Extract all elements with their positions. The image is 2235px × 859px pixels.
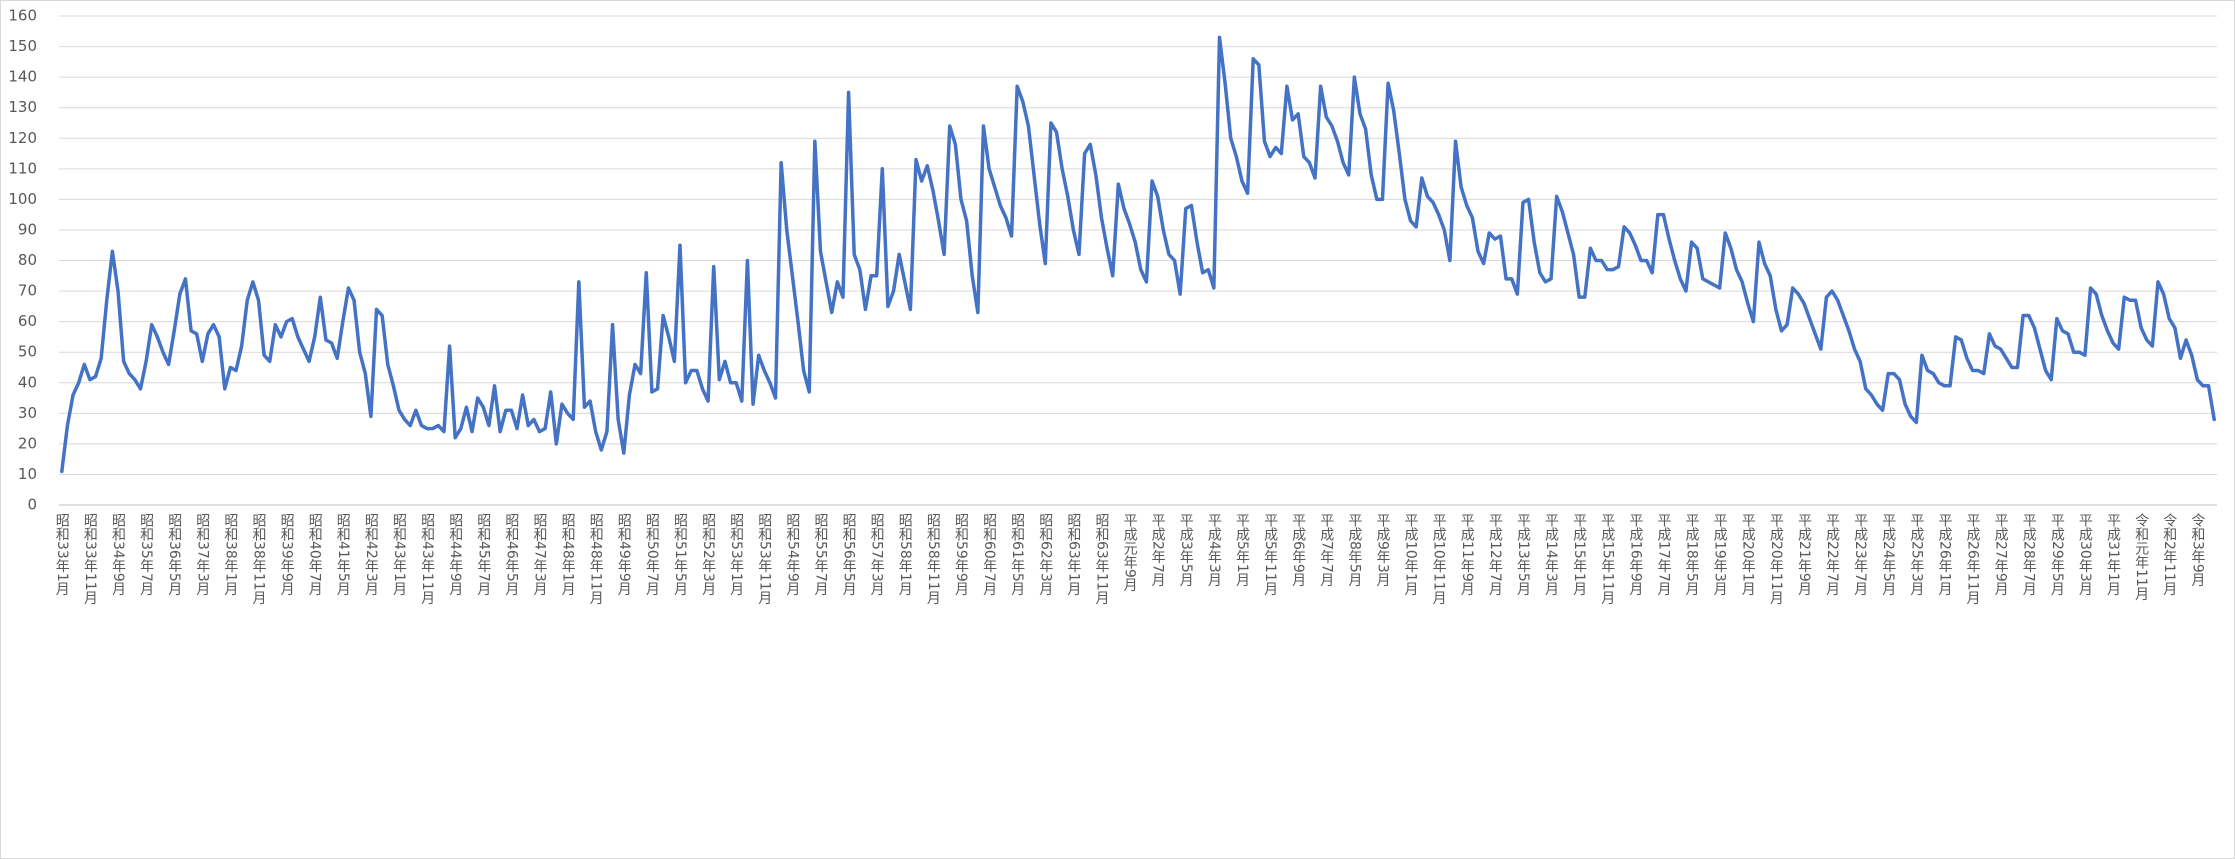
x-tick-label: 昭和54年9月 <box>784 513 800 597</box>
x-tick-label: 平成26年11月 <box>1965 513 1981 606</box>
data-line <box>60 35 2216 474</box>
x-tick-label: 昭和46年5月 <box>503 513 519 597</box>
x-tick-label: 昭和49年9月 <box>616 513 632 597</box>
x-tick-label: 昭和42年3月 <box>363 513 379 597</box>
y-tick-label: 120 <box>8 129 37 147</box>
x-tick-label: 平成20年1月 <box>1740 513 1756 597</box>
x-tick-label: 平成10年11月 <box>1431 513 1447 606</box>
y-tick-label: 60 <box>18 312 37 330</box>
x-tick-label: 昭和59年9月 <box>953 513 969 597</box>
x-tick-label: 平成13年5月 <box>1515 513 1531 597</box>
x-tick-label: 平成27年9月 <box>1993 513 2009 597</box>
x-tick-label: 昭和38年1月 <box>222 513 238 597</box>
y-tick-label: 30 <box>18 404 37 422</box>
x-tick-label: 昭和63年1月 <box>1065 513 1081 597</box>
x-tick-label: 昭和56年5月 <box>841 513 857 597</box>
x-tick-label: 昭和36年5月 <box>166 513 182 597</box>
y-tick-label: 50 <box>18 343 37 361</box>
y-tick-label: 70 <box>18 282 37 300</box>
y-tick-label: 80 <box>18 251 37 269</box>
x-tick-label: 昭和53年11月 <box>756 513 772 606</box>
y-tick-label: 40 <box>18 373 37 391</box>
y-tick-label: 100 <box>8 190 37 208</box>
y-tick-label: 20 <box>18 434 37 452</box>
x-tick-label: 平成11年9月 <box>1459 513 1475 597</box>
x-tick-label: 平成15年11月 <box>1599 513 1615 606</box>
x-tick-label: 昭和43年1月 <box>391 513 407 597</box>
x-tick-label: 平成7年7月 <box>1318 513 1334 588</box>
x-tick-label: 昭和55年7月 <box>812 513 828 597</box>
x-tick-label: 令和元年11月 <box>2133 513 2149 602</box>
x-tick-label: 平成20年11月 <box>1768 513 1784 606</box>
x-tick-label: 昭和41年5月 <box>335 513 351 597</box>
x-tick-label: 昭和53年1月 <box>728 513 744 597</box>
x-tick-label: 平成31年1月 <box>2105 513 2121 597</box>
x-tick-label: 昭和34年9月 <box>110 513 126 597</box>
x-tick-label: 平成8年5月 <box>1346 513 1362 588</box>
x-tick-label: 昭和48年1月 <box>560 513 576 597</box>
x-tick-label: 平成4年3月 <box>1206 513 1222 588</box>
y-tick-label: 130 <box>8 98 37 116</box>
y-tick-label: 90 <box>18 220 37 238</box>
x-tick-label: 昭和40年7月 <box>307 513 323 597</box>
x-tick-label: 平成22年7月 <box>1824 513 1840 597</box>
x-tick-label: 平成17年7月 <box>1655 513 1671 597</box>
x-tick-label: 平成25年3月 <box>1908 513 1924 597</box>
x-tick-label: 平成10年1月 <box>1403 513 1419 597</box>
x-tick-label: 平成15年1月 <box>1571 513 1587 597</box>
x-tick-label: 昭和37年3月 <box>194 513 210 597</box>
x-tick-label: 昭和38年11月 <box>251 513 267 606</box>
x-tick-label: 昭和33年1月 <box>54 513 70 597</box>
x-tick-label: 令和2年11月 <box>2161 513 2177 597</box>
x-tick-label: 平成元年9月 <box>1122 513 1138 593</box>
x-tick-label: 平成12年7月 <box>1487 513 1503 597</box>
x-tick-label: 昭和35年7月 <box>138 513 154 597</box>
x-tick-label: 平成3年5月 <box>1178 513 1194 588</box>
x-tick-label: 平成6年9月 <box>1290 513 1306 588</box>
x-tick-label: 平成26年1月 <box>1936 513 1952 597</box>
x-tick-label: 平成16年9月 <box>1627 513 1643 597</box>
x-tick-label: 平成14年3月 <box>1543 513 1559 597</box>
y-tick-label: 150 <box>8 37 37 55</box>
y-tick-label: 0 <box>27 496 37 514</box>
x-tick-label: 昭和45年7月 <box>475 513 491 597</box>
x-tick-label: 昭和51年5月 <box>672 513 688 597</box>
x-tick-label: 昭和61年5月 <box>1009 513 1025 597</box>
x-tick-label: 平成21年9月 <box>1796 513 1812 597</box>
x-tick-label: 昭和58年1月 <box>897 513 913 597</box>
x-tick-label: 昭和48年11月 <box>588 513 604 606</box>
x-tick-label: 昭和44年9月 <box>447 513 463 597</box>
y-tick-label: 160 <box>8 7 37 25</box>
y-tick-label: 140 <box>8 68 37 86</box>
x-tick-label: 昭和63年11月 <box>1093 513 1109 606</box>
x-tick-label: 昭和52年3月 <box>700 513 716 597</box>
x-tick-label: 平成28年7月 <box>2021 513 2037 597</box>
x-tick-label: 昭和62年3月 <box>1037 513 1053 597</box>
x-tick-label: 平成5年1月 <box>1234 513 1250 588</box>
x-tick-label: 平成2年7月 <box>1150 513 1166 588</box>
y-tick-label: 10 <box>18 465 37 483</box>
x-tick-label: 昭和43年11月 <box>419 513 435 606</box>
y-tick-label: 110 <box>8 159 37 177</box>
x-tick-label: 昭和58年11月 <box>925 513 941 606</box>
x-tick-label: 平成9年3月 <box>1374 513 1390 588</box>
x-tick-label: 令和3年9月 <box>2189 513 2205 588</box>
x-tick-label: 昭和47年3月 <box>531 513 547 597</box>
x-tick-label: 昭和60年7月 <box>981 513 997 597</box>
x-tick-label: 平成23年7月 <box>1852 513 1868 597</box>
x-tick-label: 平成24年5月 <box>1880 513 1896 597</box>
x-tick-label: 平成29年5月 <box>2049 513 2065 597</box>
x-tick-label: 昭和39年9月 <box>279 513 295 597</box>
x-tick-label: 昭和57年3月 <box>869 513 885 597</box>
x-tick-label: 平成19年3月 <box>1712 513 1728 597</box>
x-tick-label: 平成18年5月 <box>1684 513 1700 597</box>
x-tick-label: 昭和50年7月 <box>644 513 660 597</box>
x-tick-label: 昭和33年11月 <box>82 513 98 606</box>
x-tick-label: 平成5年11月 <box>1262 513 1278 597</box>
x-tick-label: 平成30年3月 <box>2077 513 2093 597</box>
